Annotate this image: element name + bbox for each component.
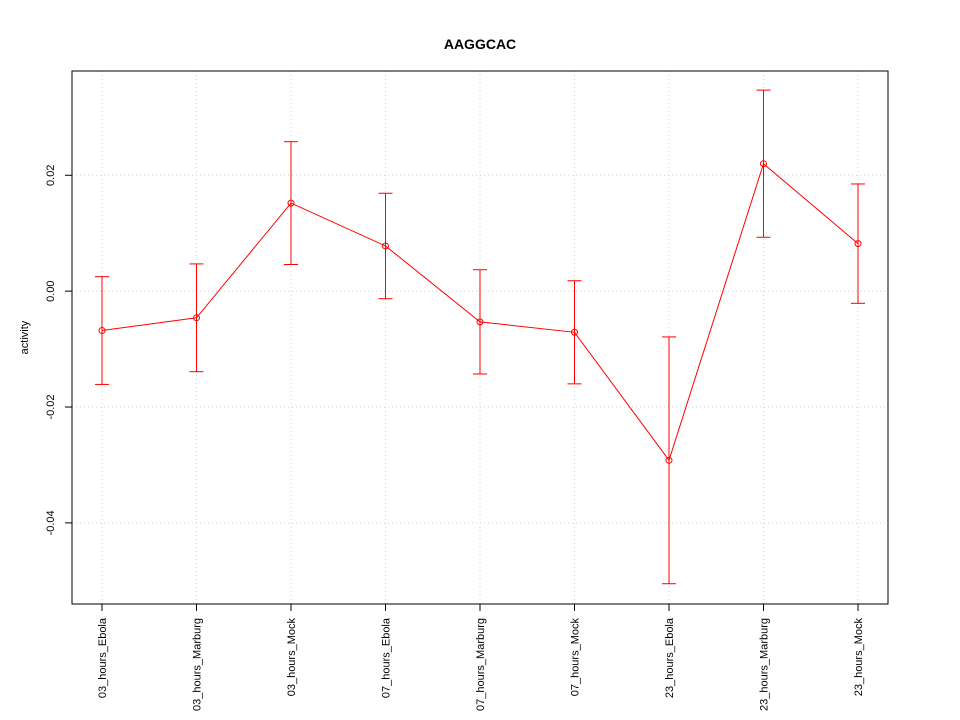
data-point: [382, 242, 389, 250]
data-point: [571, 328, 578, 336]
y-tick-label: -0.02: [45, 394, 57, 419]
y-tick-label: -0.04: [45, 510, 57, 535]
x-tick-label: 23_hours_Mock: [853, 618, 865, 697]
y-tick-label: 0.00: [45, 280, 57, 301]
x-tick-label: 07_hours_Mock: [570, 618, 582, 697]
y-tick-label: 0.02: [45, 165, 57, 186]
series: [95, 89, 865, 585]
x-tick-label: 07_hours_Ebola: [381, 617, 393, 698]
data-point: [193, 314, 200, 322]
data-point: [98, 327, 106, 335]
x-axis: 03_hours_Ebola 03_hours_Marburg 03_hours_M…: [97, 604, 865, 711]
data-point: [476, 318, 484, 326]
x-tick-label: 07_hours_Marburg: [475, 618, 487, 711]
y-axis-label: activity: [19, 320, 31, 354]
data-point: [854, 240, 862, 248]
data-point: [665, 456, 673, 464]
x-tick-label: 03_hours_Marburg: [192, 618, 204, 711]
x-tick-label: 23_hours_Ebola: [664, 617, 676, 698]
y-axis: -0.04 -0.02 0.00 0.02: [45, 165, 72, 535]
chart-title: AAGGCAC: [444, 36, 516, 52]
x-tick-label: 03_hours_Ebola: [97, 617, 109, 698]
data-point: [287, 199, 295, 207]
x-tick-label: 03_hours_Mock: [286, 618, 298, 697]
data-point: [760, 160, 767, 168]
x-tick-label: 23_hours_Marburg: [759, 618, 771, 711]
